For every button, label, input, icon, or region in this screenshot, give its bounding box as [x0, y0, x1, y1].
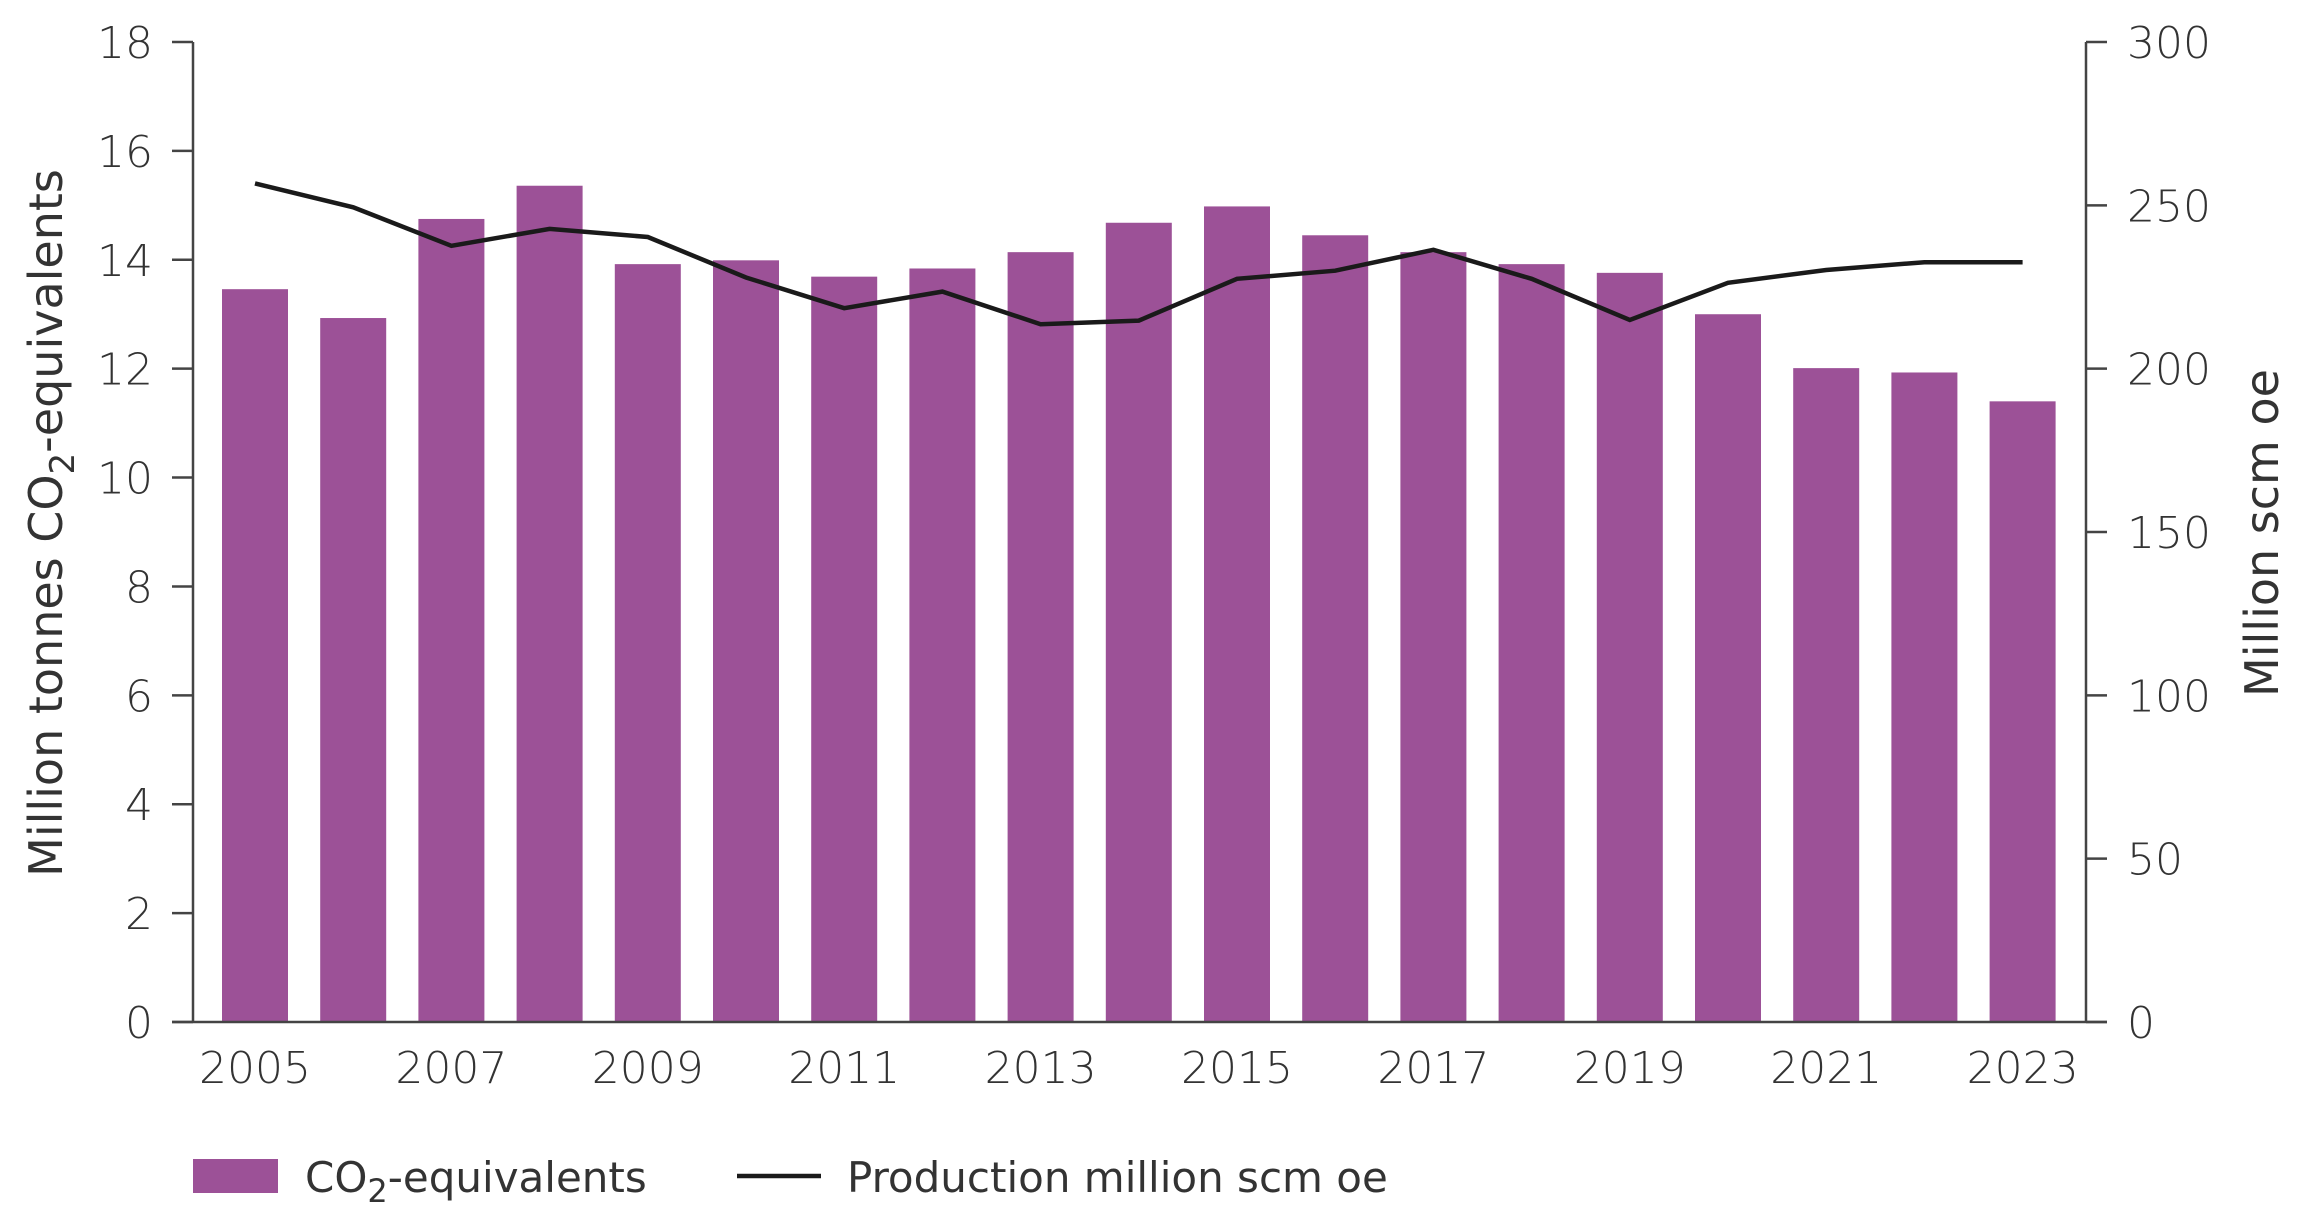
bar-2011: [811, 276, 878, 1023]
right-axis-title: Million scm oe: [2235, 369, 2289, 697]
left-tick-label: 2: [125, 889, 153, 940]
x-tick-label: 2009: [592, 1043, 704, 1094]
bar-2008: [516, 185, 583, 1022]
bar-2023: [1989, 401, 2056, 1022]
production-polyline: [254, 181, 2023, 327]
bar-2006: [320, 318, 387, 1022]
left-tick-label: 16: [97, 127, 153, 178]
left-y-axis: 0 2 4 6 8 10 12 14 16 18: [97, 18, 195, 1049]
left-tick-label: 6: [125, 671, 153, 722]
x-tick-label: 2005: [199, 1043, 311, 1094]
legend: CO2-equivalents Production million scm o…: [193, 1153, 1388, 1210]
bar-2007: [418, 218, 485, 1022]
x-tick-label: 2019: [1574, 1043, 1686, 1094]
bar-2021: [1793, 368, 1860, 1023]
x-tick-label: 2021: [1770, 1043, 1882, 1094]
bar-2018: [1498, 264, 1565, 1023]
co2-bars: [222, 185, 2056, 1023]
right-tick-label: 300: [2127, 18, 2211, 69]
bar-2005: [222, 289, 288, 1023]
right-y-axis: 0 50 100 150 200 250 300: [2084, 18, 2211, 1049]
left-tick-label: 18: [97, 18, 153, 69]
bar-2019: [1596, 272, 1663, 1022]
right-tick-label: 200: [2127, 345, 2211, 396]
left-tick-label: 8: [125, 562, 153, 613]
right-tick-label: 0: [2127, 998, 2155, 1049]
x-tick-label: 2017: [1377, 1043, 1489, 1094]
bar-2022: [1891, 372, 1958, 1022]
bar-2014: [1105, 222, 1172, 1022]
left-tick-label: 12: [97, 345, 153, 396]
legend-swatch-co2: [193, 1159, 278, 1193]
bar-2013: [1007, 252, 1074, 1023]
bar-2015: [1204, 206, 1270, 1022]
production-line: [254, 181, 2023, 327]
left-axis-title: Million tonnes CO2-equivalents: [19, 169, 83, 877]
legend-label-co2: CO2-equivalents: [305, 1153, 647, 1210]
left-tick-label: 14: [97, 236, 153, 287]
right-tick-label: 100: [2127, 671, 2211, 722]
left-tick-label: 0: [125, 998, 153, 1049]
left-tick-label: 10: [97, 454, 153, 505]
x-tick-label: 2013: [985, 1043, 1097, 1094]
x-tick-label: 2011: [788, 1043, 900, 1094]
x-tick-label: 2015: [1181, 1043, 1293, 1094]
x-tick-label: 2007: [395, 1043, 507, 1094]
bar-2017: [1400, 252, 1467, 1023]
x-tick-label: 2023: [1967, 1043, 2079, 1094]
x-axis: 2005 2007 2009 2011 2013 2015 2017 2019 2021 2023: [172, 1020, 2107, 1094]
bar-2010: [713, 260, 779, 1022]
legend-label-production: Production million scm oe: [847, 1153, 1388, 1202]
right-tick-label: 250: [2127, 181, 2211, 232]
bar-2020: [1695, 314, 1761, 1022]
bar-2016: [1302, 235, 1369, 1022]
bar-2009: [614, 264, 681, 1023]
left-tick-label: 4: [125, 780, 153, 831]
right-tick-label: 150: [2127, 508, 2211, 559]
bar-2012: [909, 268, 976, 1022]
right-tick-label: 50: [2127, 835, 2183, 886]
